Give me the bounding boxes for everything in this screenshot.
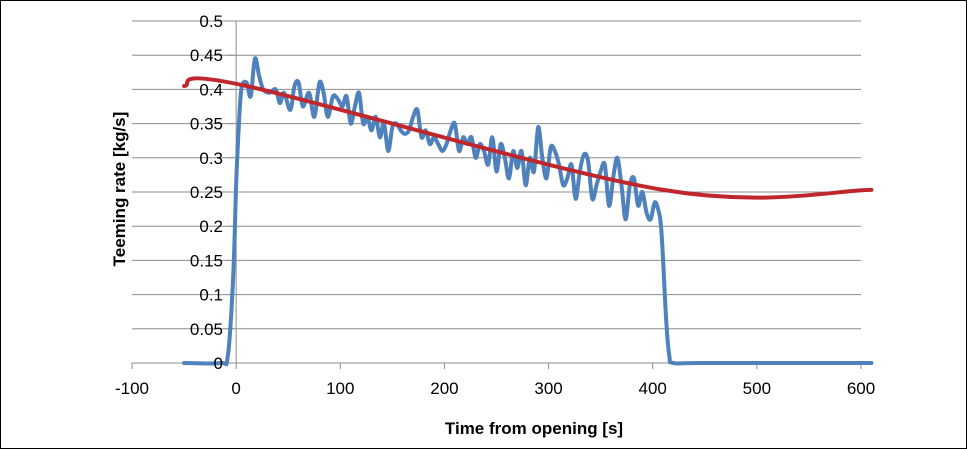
y-tick-label: 0.15 [190,251,223,270]
y-tick-label: 0.4 [199,80,223,99]
x-tick-label: 200 [430,379,458,398]
x-tick-label: 600 [847,379,875,398]
x-tick-label: 500 [743,379,771,398]
x-tick-label: -100 [115,379,149,398]
x-tick-label: 400 [639,379,667,398]
x-tick-label: 300 [534,379,562,398]
y-tick-label: 0.25 [190,183,223,202]
series-lines [182,56,874,367]
x-tick-label: 0 [231,379,240,398]
gridlines [132,20,861,330]
x-tick-label: 100 [326,379,354,398]
model-teeming-rate-line [182,76,874,200]
y-tick-label: 0.3 [199,149,223,168]
y-tick-label: 0.2 [199,217,223,236]
axes [131,20,862,369]
y-tick-label: 0 [214,354,223,373]
y-tick-label: 0.45 [190,46,223,65]
y-tick-label: 0.05 [190,320,223,339]
y-axis-title: Teeming rate [kg/s] [110,112,129,267]
y-tick-label: 0.1 [199,286,223,305]
y-tick-label: 0.35 [190,115,223,134]
tick-labels: 0 0.05 0.1 0.15 0.2 0.25 0.3 0.35 0.4 0.45 0.5 -100… [115,12,875,398]
measured-teeming-rate-line [182,56,874,367]
x-axis-title: Time from opening [s] [445,419,623,438]
y-tick-label: 0.5 [199,12,223,31]
